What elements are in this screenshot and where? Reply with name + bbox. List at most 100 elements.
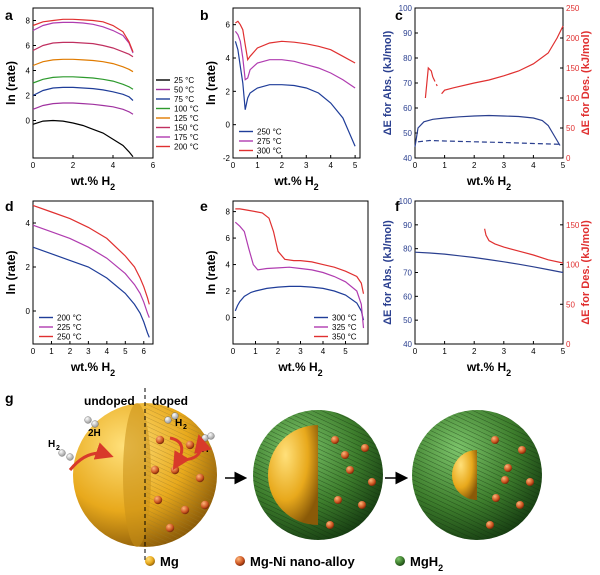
y-axis-label: ln (rate)	[204, 61, 218, 105]
x-axis-label: wt.% H2	[70, 360, 115, 378]
mg-ni-particle	[361, 444, 369, 452]
legend-text-sub: 2	[438, 563, 443, 573]
x-axis-label-sub: 2	[506, 182, 511, 192]
x-tick-label: 1	[255, 161, 260, 170]
y-tick-label: 50	[403, 129, 412, 138]
mg-ni-particle	[165, 523, 175, 533]
legend-label: 200 °C	[57, 314, 82, 323]
panel-label-a: a	[5, 7, 13, 23]
legend-label: 75 °C	[174, 95, 194, 104]
x-axis-label: wt.% H2	[273, 174, 318, 192]
hydrogen-atom	[171, 412, 179, 420]
mg-ni-particle	[185, 440, 195, 450]
y-tick-label: 90	[403, 221, 412, 230]
y-tick-label: 60	[403, 104, 412, 113]
y-right-tick-label: 0	[566, 154, 571, 163]
legend-label: 325 °C	[332, 323, 357, 332]
legend-text: Mg	[160, 554, 179, 569]
y-axis-label: ln (rate)	[204, 250, 218, 294]
legend-text-main: MgH	[410, 554, 438, 569]
y-right-tick-label: 150	[566, 64, 580, 73]
mg-ni-particle	[150, 465, 160, 475]
hydrogen-atom	[207, 432, 215, 440]
mg-ni-particle	[518, 446, 526, 454]
mg-ni-particle	[504, 464, 512, 472]
mg-ni-particle	[331, 436, 339, 444]
series-line-250C	[234, 41, 356, 147]
series-line-350C	[235, 208, 365, 294]
x-axis-label-sub: 2	[318, 368, 323, 378]
x-tick-label: 4	[531, 347, 536, 356]
y-tick-label: 100	[399, 4, 413, 13]
x-tick-label: 5	[561, 161, 566, 170]
series-line-300C	[235, 20, 356, 64]
x-tick-label: 5	[353, 161, 358, 170]
plot-frame	[32, 200, 154, 345]
x-tick-label: 4	[321, 347, 326, 356]
y-tick-label: 2	[26, 92, 31, 101]
series-line-250C	[32, 204, 150, 305]
mg-ni-particle	[346, 466, 354, 474]
hydrogen-atom	[58, 449, 66, 457]
legend-text-main: Mg-Ni nano-alloy	[250, 554, 355, 569]
y-right-tick-label: 100	[566, 261, 580, 270]
y-right-tick-label: 100	[566, 94, 580, 103]
two-h-label-left: 2H	[88, 428, 101, 439]
x-axis-label: wt.% H2	[466, 360, 511, 378]
y-tick-label: 0	[26, 117, 31, 126]
legend-marker	[395, 556, 405, 566]
mg-ni-particle	[200, 500, 210, 510]
legend-marker	[145, 556, 155, 566]
x-tick-label: 4	[111, 161, 116, 170]
x-tick-label: 0	[231, 347, 236, 356]
x-tick-label: 1	[49, 347, 54, 356]
x-tick-label: 0	[413, 161, 418, 170]
mg-ni-particle	[153, 495, 163, 505]
series-line-200C	[32, 18, 134, 53]
mg-core-3	[452, 450, 477, 500]
x-axis-label: wt.% H2	[466, 174, 511, 192]
y-tick-label: 2	[26, 263, 31, 272]
mg-core-2	[268, 425, 318, 525]
y-tick-label: 40	[403, 340, 412, 349]
x-tick-label: 5	[561, 347, 566, 356]
y-tick-label: 50	[403, 316, 412, 325]
mg-ni-particle	[326, 521, 334, 529]
h2-label-right: H	[175, 418, 182, 429]
mg-ni-particle	[486, 521, 494, 529]
mg-ni-particle	[492, 494, 500, 502]
y-tick-label: 2	[226, 87, 231, 96]
h2-sub-right: 2	[183, 424, 187, 431]
x-tick-label: 2	[280, 161, 285, 170]
red-arrow-right-2	[179, 434, 212, 462]
y-right-tick-label: 150	[566, 221, 580, 230]
hydrogen-atom	[201, 434, 209, 442]
y-tick-label: 4	[26, 219, 31, 228]
x-tick-label: 3	[304, 161, 309, 170]
mg-ni-particle	[368, 478, 376, 486]
mg-ni-particle	[358, 501, 366, 509]
sphere-cut-face	[123, 403, 151, 547]
panel-label-e: e	[200, 198, 208, 214]
y-right-tick-label: 0	[566, 340, 571, 349]
x-tick-label: 2	[472, 347, 477, 356]
mg-ni-particle	[501, 476, 509, 484]
x-tick-label: 0	[31, 347, 36, 356]
series-line-1	[417, 139, 561, 145]
panel-label-f: f	[395, 198, 400, 214]
series-line-325C	[234, 221, 365, 329]
series-line-0	[414, 251, 564, 274]
y-tick-label: 8	[26, 17, 31, 26]
x-axis-label-sub: 2	[110, 368, 115, 378]
legend-label: 200 °C	[174, 143, 199, 152]
panel-label-c: c	[395, 7, 403, 23]
legend-label: 225 °C	[57, 323, 82, 332]
series-line-75C	[32, 86, 134, 101]
panel-label-d: d	[5, 198, 14, 214]
x-tick-label: 2	[472, 161, 477, 170]
x-axis-label-sub: 2	[110, 182, 115, 192]
hydrogen-atom	[66, 453, 74, 461]
plot-frame	[32, 7, 154, 159]
x-tick-label: 2	[68, 347, 73, 356]
